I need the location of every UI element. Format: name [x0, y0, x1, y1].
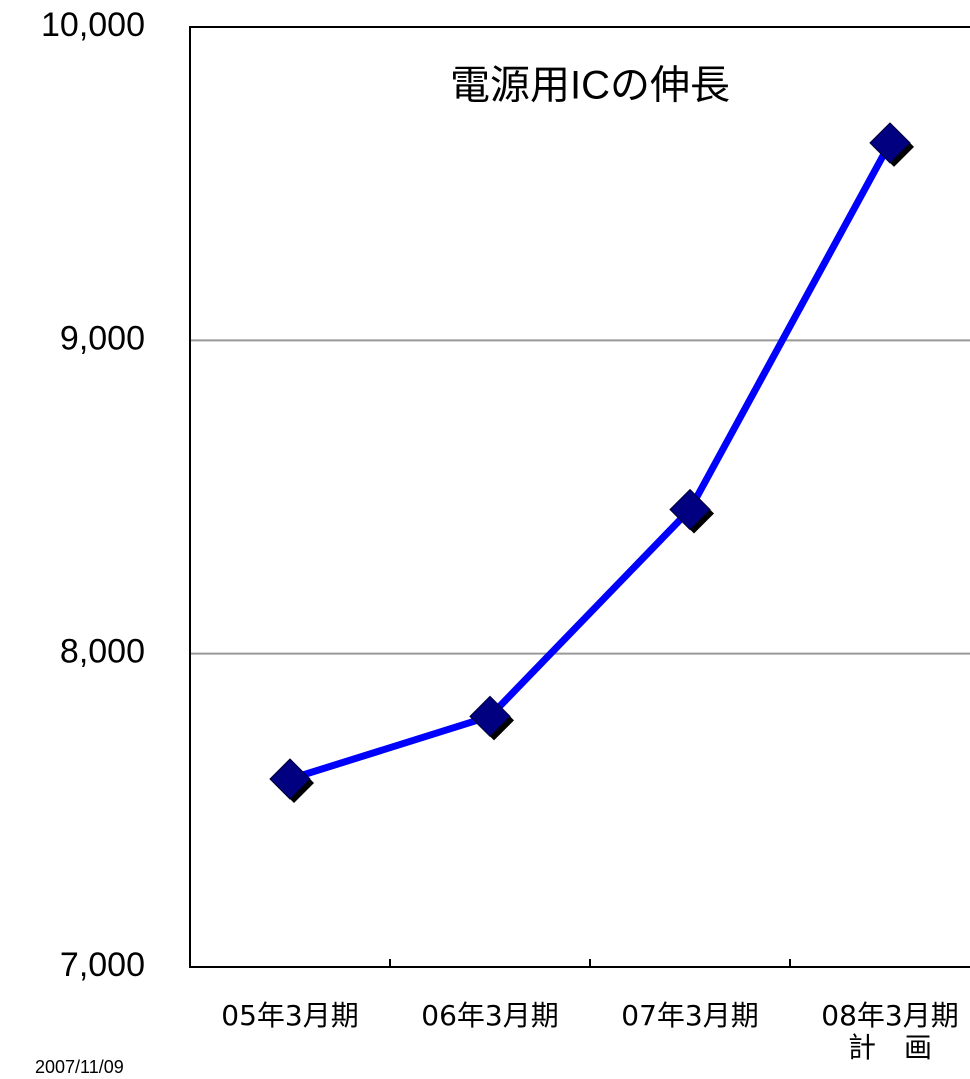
plot-border	[189, 26, 970, 968]
x-tick-label-line: 計 画	[848, 1031, 932, 1064]
chart-title: 電源用ICの伸長	[450, 64, 730, 108]
date-annotation: 2007/11/09	[35, 1057, 124, 1077]
x-tick-label: 08年3月期計 画	[821, 999, 958, 1064]
data-marker	[669, 488, 711, 531]
y-tick-label: 9,000	[60, 319, 145, 357]
y-tick-label: 10,000	[41, 6, 145, 44]
data-marker	[269, 758, 311, 800]
x-tick-label: 05年3月期	[221, 999, 358, 1032]
x-tick-label-line: 08年3月期	[821, 999, 958, 1032]
y-tick-label: 7,000	[60, 946, 145, 984]
x-tick-label: 06年3月期	[421, 999, 558, 1032]
x-tick-label: 07年3月期	[621, 999, 758, 1032]
data-line	[288, 141, 894, 783]
y-tick-label: 8,000	[60, 633, 145, 671]
data-marker	[469, 695, 511, 738]
data-marker	[869, 122, 911, 164]
